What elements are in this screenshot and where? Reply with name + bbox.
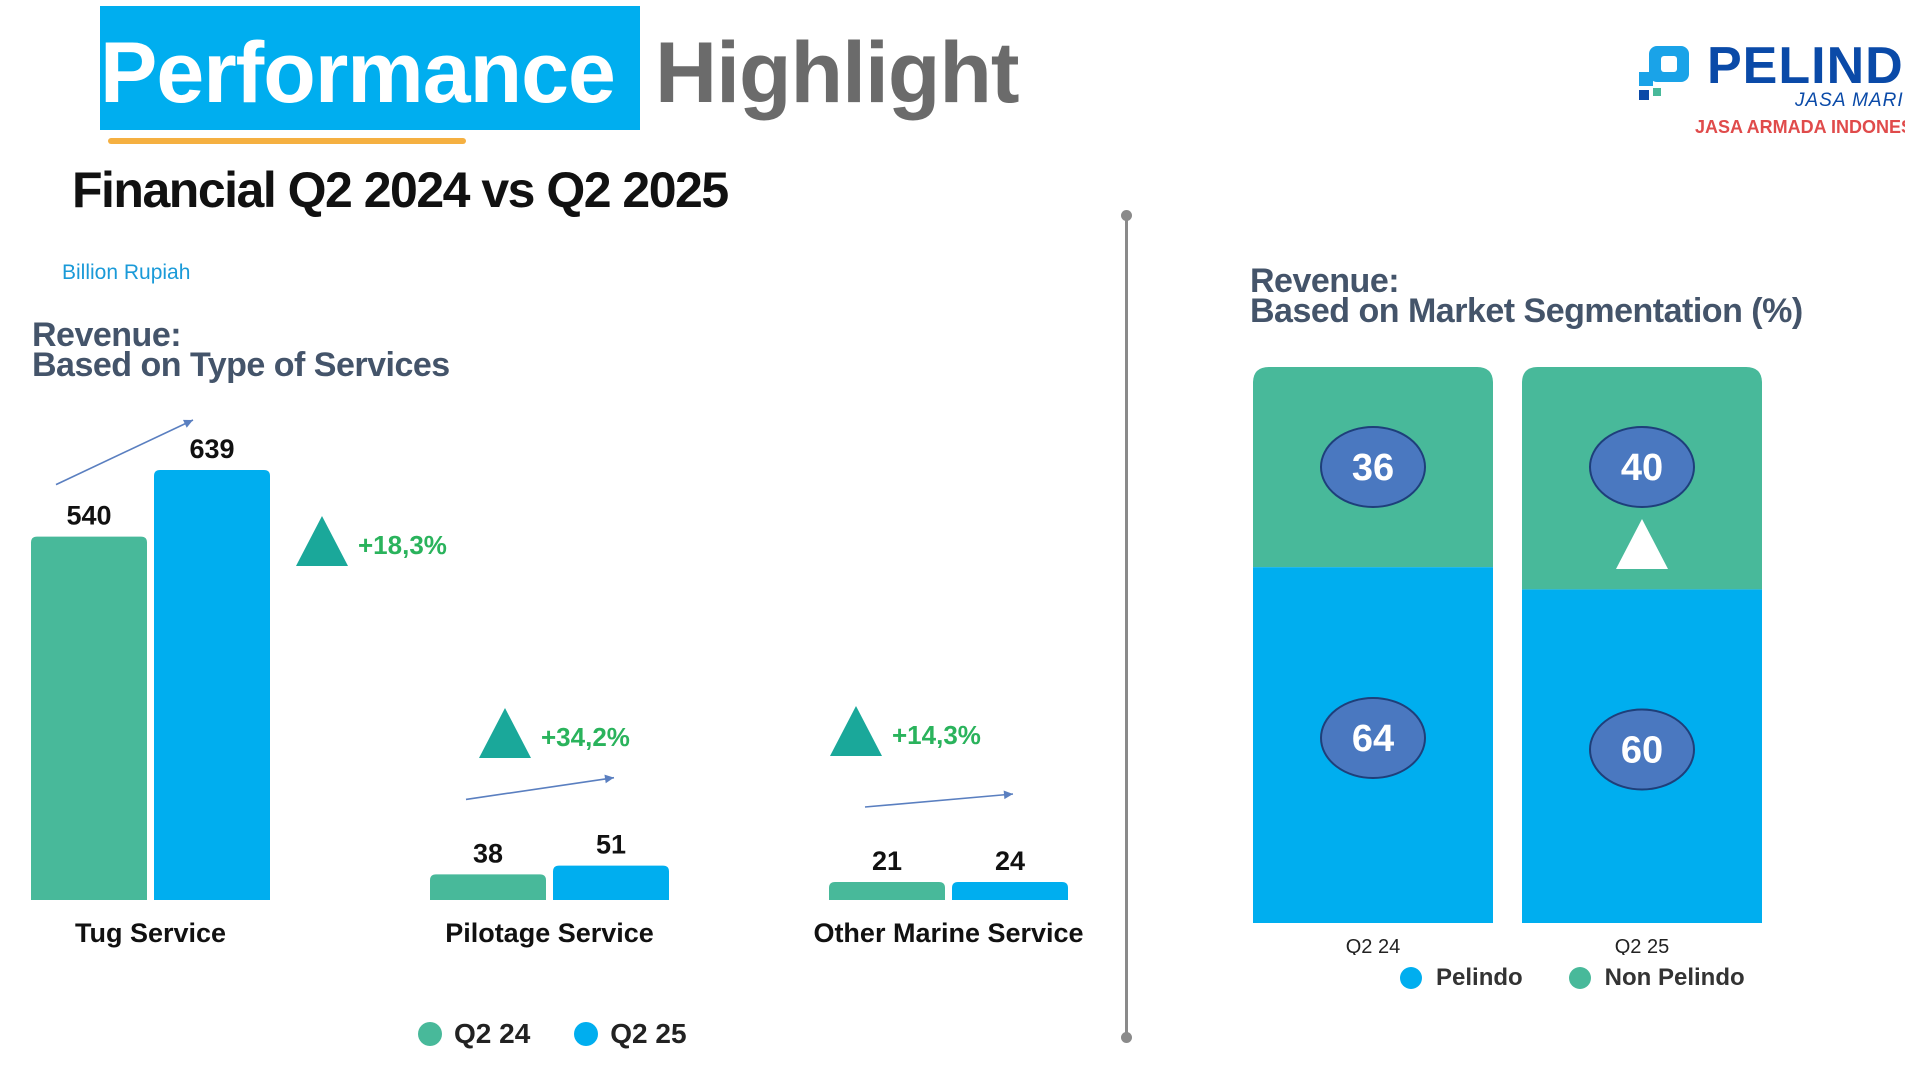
segmentation-heading-line1: Revenue: (1250, 262, 1400, 300)
badge-q2-24-pelindo (1320, 696, 1426, 779)
legend-dot-non-pelindo (1568, 967, 1591, 989)
segment-category-label-q2-25: Q2 25 (1615, 936, 1669, 955)
category-label-other-marine-service: Other Marine Service (813, 918, 1083, 948)
unit-label: Billion Rupiah (62, 261, 191, 284)
section-divider (1125, 216, 1128, 1038)
growth-label-other-marine-service: +14,3% (892, 720, 981, 750)
legend-item-q2-25: Q2 25 (574, 1018, 687, 1050)
segmentation-legend: Pelindo Non Pelindo (1400, 964, 1745, 992)
badge-q2-25-non-pelindo (1589, 426, 1695, 508)
legend-label-pelindo: Pelindo (1436, 964, 1523, 991)
growth-triangle-other-marine-service (830, 706, 882, 756)
trend-arrowhead-other-marine-service (1003, 790, 1013, 800)
legend-dot-pelindo (1400, 967, 1422, 989)
growth-label-tug-service: +18,3% (358, 530, 447, 560)
growth-label-pilotage-service: +34,2% (541, 722, 630, 752)
legend-label-q2-25: Q2 25 (610, 1018, 687, 1049)
data-label-pilotage-service-q2-25: 51 (596, 830, 626, 860)
legend-item-non-pelindo: Non Pelindo (1568, 964, 1745, 992)
legend-label-non-pelindo: Non Pelindo (1604, 964, 1745, 991)
pelindo-logo: PELINDO JASA MARITIM JASA ARMADA INDONES… (1635, 36, 1905, 146)
logo-wordmark: PELINDO (1707, 37, 1905, 95)
segmentation-chart-heading: Revenue: Based on Market Segmentation (%… (1250, 262, 1803, 330)
segment-category-label-q2-24: Q2 24 (1346, 936, 1400, 955)
services-heading-line1: Revenue: (32, 316, 182, 354)
page-subtitle: Financial Q2 2024 vs Q2 2025 (72, 162, 729, 218)
badge-q2-25-pelindo (1589, 708, 1695, 791)
trend-arrowhead-tug-service (183, 419, 193, 428)
bar-other-marine-service-q2-25 (952, 882, 1068, 900)
badge-q2-24-non-pelindo (1320, 426, 1426, 508)
divider-endpoint-top (1121, 210, 1132, 221)
services-chart-heading: Revenue: Based on Type of Services (32, 316, 450, 384)
growth-triangle-tug-service (296, 516, 348, 566)
trend-line-other-marine-service (864, 793, 1014, 808)
increase-triangle-q2-25 (1616, 519, 1668, 569)
logo-subline-2: JASA ARMADA INDONESIA (1695, 117, 1905, 137)
bar-other-marine-service-q2-24 (829, 882, 945, 900)
services-bar-chart: 540 639 Tug Service +18,3% 38 51 Pilotage Serv… (31, 419, 1084, 948)
title-underline (108, 138, 466, 144)
bar-pilotage-service-q2-24 (430, 874, 546, 900)
trend-arrowhead-pilotage-service (604, 774, 614, 784)
services-heading-line2: Based on Type of Services (32, 346, 450, 384)
legend-label-q2-24: Q2 24 (454, 1018, 531, 1049)
title-highlight-box (100, 6, 640, 130)
legend-item-pelindo: Pelindo (1400, 964, 1523, 992)
bar-pilotage-service-q2-25 (553, 865, 669, 900)
data-label-tug-service-q2-24: 540 (66, 501, 111, 531)
logo-subline-1: JASA MARITIM (1795, 90, 1905, 111)
trend-line-tug-service (55, 419, 194, 486)
badge-value-q2-25-non-pelindo: 40 (1621, 447, 1663, 489)
legend-dot-q2-25 (574, 1022, 599, 1046)
legend-dot-q2-24 (418, 1022, 442, 1046)
category-label-tug-service: Tug Service (75, 918, 226, 948)
growth-triangle-pilotage-service (479, 708, 531, 758)
legend-item-q2-24: Q2 24 (418, 1018, 530, 1050)
bar-tug-service-q2-25 (154, 470, 270, 900)
data-label-other-marine-service-q2-25: 24 (995, 846, 1025, 876)
data-label-other-marine-service-q2-24: 21 (872, 846, 902, 876)
badge-value-q2-24-non-pelindo: 36 (1352, 447, 1394, 489)
bar-tug-service-q2-24 (31, 536, 147, 900)
category-label-pilotage-service: Pilotage Service (445, 918, 654, 948)
divider-endpoint-bottom (1121, 1032, 1132, 1043)
data-label-tug-service-q2-25: 639 (189, 434, 234, 464)
title-performance: Performance (100, 25, 616, 121)
pelindo-logo-icon (1639, 46, 1689, 100)
segmentation-stacked-chart: 36 64 Q2 24 40 60 Q2 25 (1253, 367, 1762, 955)
services-legend: Q2 24 Q2 25 (418, 1018, 687, 1050)
data-label-pilotage-service-q2-24: 38 (473, 838, 503, 868)
badge-value-q2-25-pelindo: 60 (1621, 730, 1663, 772)
title-highlight: Highlight (655, 25, 1020, 121)
segmentation-heading-line2: Based on Market Segmentation (%) (1250, 292, 1803, 330)
badge-value-q2-24-pelindo: 64 (1352, 718, 1394, 760)
trend-line-pilotage-service (465, 776, 615, 801)
